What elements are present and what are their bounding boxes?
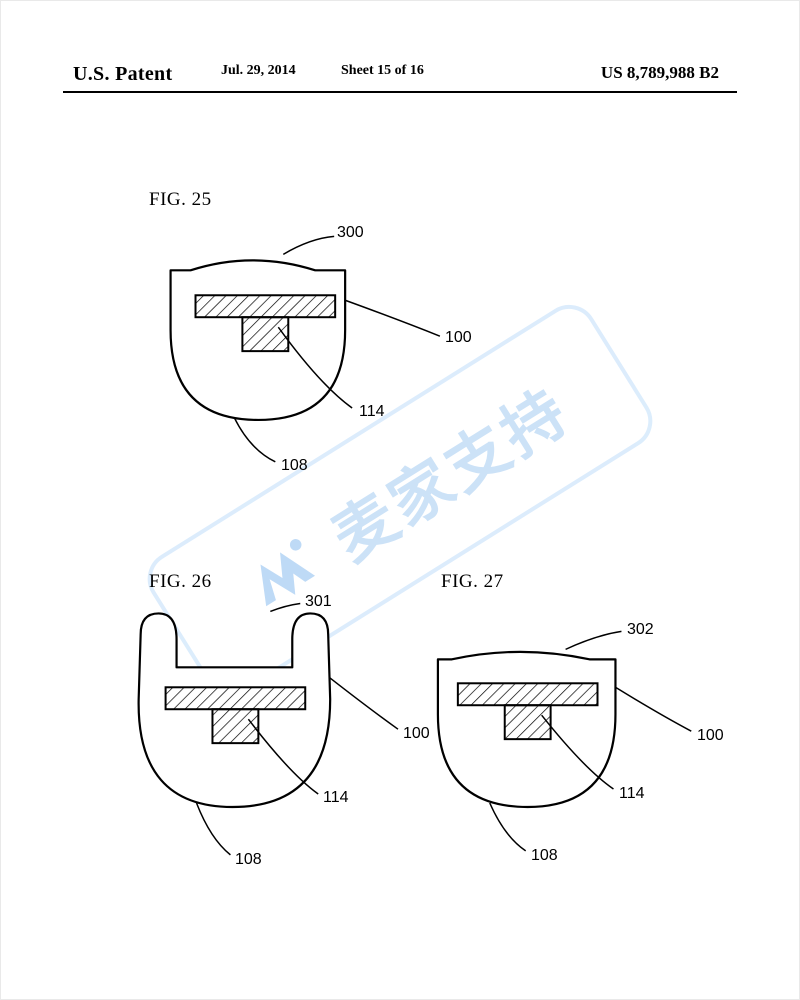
- fig25-drawing: [171, 236, 440, 461]
- fig25-ref-108: 108: [281, 457, 308, 475]
- fig25-ref-100: 100: [445, 329, 472, 347]
- fig27-ref-100: 100: [697, 727, 724, 745]
- fig27-ref-108: 108: [531, 847, 558, 865]
- patent-drawings: [1, 1, 799, 999]
- fig26-ref-108: 108: [235, 851, 262, 869]
- fig26-drawing: [139, 603, 398, 854]
- fig26-ref-100: 100: [403, 725, 430, 743]
- fig26-ref-114: 114: [323, 789, 349, 807]
- fig25-ref-114: 114: [359, 403, 385, 421]
- fig27-ref-302: 302: [627, 621, 654, 639]
- fig25-ref-300: 300: [337, 224, 364, 242]
- fig26-ref-301: 301: [305, 593, 332, 611]
- fig27-drawing: [438, 631, 691, 850]
- page: U.S. Patent Jul. 29, 2014 Sheet 15 of 16…: [0, 0, 800, 1000]
- fig27-ref-114: 114: [619, 785, 645, 803]
